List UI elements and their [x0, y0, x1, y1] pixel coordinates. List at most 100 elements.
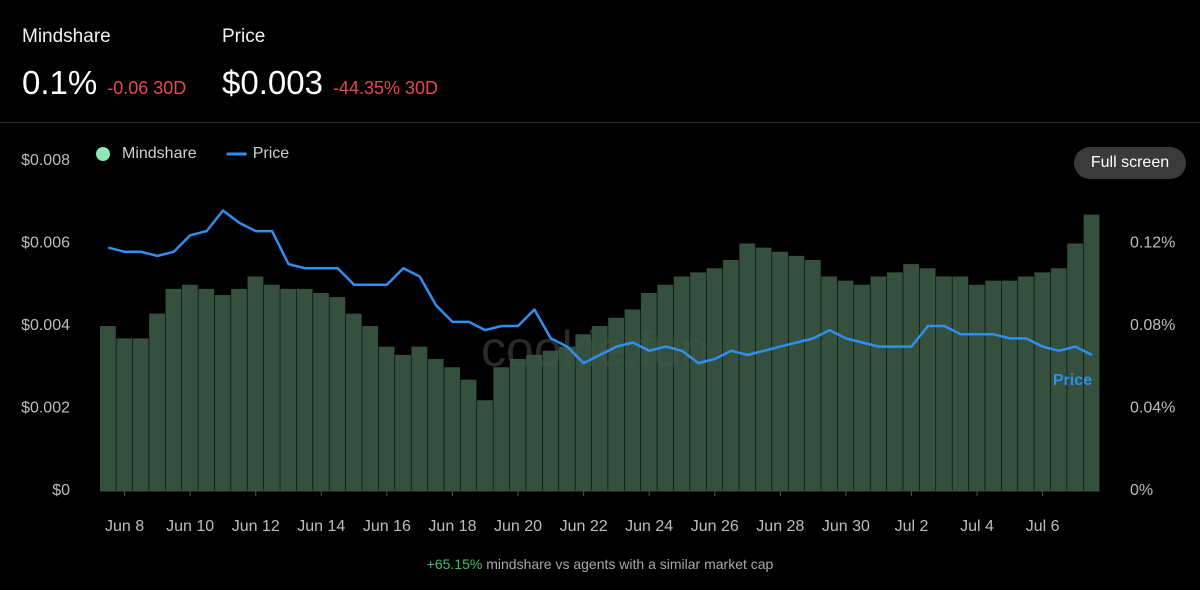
x-tick-label: Jul 2: [895, 518, 929, 535]
mindshare-bar: [345, 313, 362, 491]
mindshare-bar: [559, 346, 575, 491]
mindshare-bar: [772, 251, 788, 491]
x-tick-label: Jun 18: [428, 518, 476, 535]
footer-highlight: +65.15%: [426, 556, 483, 572]
x-tick-label: Jun 8: [105, 518, 144, 535]
mindshare-bar: [542, 350, 559, 491]
mindshare-bar: [788, 255, 805, 491]
header: Mindshare 0.1% -0.06 30D Price $0.003 -44.…: [0, 0, 1200, 123]
mindshare-bar: [214, 295, 231, 491]
mindshare-bar: [116, 338, 133, 491]
mindshare-bar: [886, 272, 903, 491]
x-tick-label: Jun 14: [297, 518, 345, 535]
mindshare-bar: [591, 326, 608, 491]
stat-value: 0.1%: [22, 64, 98, 101]
x-tick-label: Jun 10: [166, 518, 214, 535]
mindshare-bar: [854, 284, 870, 491]
mindshare-bar: [690, 272, 706, 491]
stat-label: Price: [222, 26, 266, 47]
mindshare-bar: [821, 276, 838, 491]
mindshare-bar: [624, 309, 641, 491]
mindshare-bar: [919, 268, 936, 491]
mindshare-stat: Mindshare 0.1% -0.06 30D: [22, 26, 186, 102]
mindshare-bar: [427, 359, 444, 491]
mindshare-bar: [640, 293, 657, 491]
full-screen-button[interactable]: Full screen: [1074, 147, 1186, 179]
y2-tick-label: 0.08%: [1130, 317, 1175, 334]
x-tick-label: Jun 20: [494, 518, 542, 535]
stat-label: Mindshare: [22, 26, 111, 47]
mindshare-bar: [132, 338, 149, 491]
mindshare-bar: [870, 276, 887, 491]
mindshare-bar: [657, 284, 674, 491]
mindshare-bar: [1083, 214, 1100, 491]
mindshare-bar: [411, 346, 428, 491]
y-tick-label: $0.004: [21, 317, 70, 334]
mindshare-bar: [165, 288, 182, 491]
mindshare-bar: [395, 354, 411, 491]
mindshare-bar: [460, 379, 477, 491]
mindshare-bar: [1050, 268, 1067, 491]
x-tick-label: Jun 16: [363, 518, 411, 535]
mindshare-bar: [739, 243, 756, 491]
legend-label: Price: [253, 145, 290, 162]
mindshare-bar: [755, 247, 772, 491]
mindshare-bar: [706, 268, 723, 491]
mindshare-bar: [493, 367, 510, 491]
x-tick-label: Jun 30: [822, 518, 870, 535]
y-tick-label: $0.002: [21, 400, 70, 417]
mindshare-bar: [968, 284, 985, 491]
mindshare-bar: [263, 284, 280, 491]
x-tick-label: Jul 6: [1026, 518, 1060, 535]
x-tick-label: Jun 28: [756, 518, 804, 535]
mindshare-bar: [1018, 276, 1034, 491]
footer-text: mindshare vs agents with a similar marke…: [486, 556, 774, 572]
mindshare-bar: [1067, 243, 1084, 491]
mindshare-bar: [296, 288, 313, 491]
mindshare-bar: [362, 326, 379, 491]
mindshare-bar: [313, 293, 329, 491]
mindshare-bar: [985, 280, 1002, 491]
mindshare-bar: [903, 264, 920, 491]
x-tick-label: Jun 26: [691, 518, 739, 535]
price-line: [107, 209, 1093, 365]
stat-change: -0.06 30D: [107, 78, 187, 98]
mindshare-bar: [149, 313, 165, 491]
x-tick-label: Jun 24: [625, 518, 673, 535]
mindshare-bar: [837, 280, 854, 491]
mindshare-bar: [1001, 280, 1018, 491]
mindshare-bar: [673, 276, 690, 491]
mindshare-bar: [608, 317, 624, 491]
mindshare-bar: [722, 260, 739, 491]
mindshare-bar: [329, 297, 346, 491]
mindshare-bar: [231, 288, 247, 491]
mindshare-bar: [100, 326, 116, 491]
y-tick-label: $0.006: [21, 235, 70, 252]
mindshare-bar: [477, 400, 493, 491]
mindshare-bar: [1034, 272, 1051, 491]
mindshare-bar: [280, 288, 297, 491]
mindshare-bar: [198, 288, 215, 491]
mindshare-bar: [378, 346, 395, 491]
mindshare-bar: [936, 276, 952, 491]
y2-tick-label: 0.04%: [1130, 400, 1175, 417]
y2-tick-label: 0.12%: [1130, 235, 1175, 252]
mindshare-bar: [444, 367, 461, 491]
mindshare-bar: [952, 276, 969, 491]
mindshare-bar: [526, 354, 543, 491]
mindshare-bar: [247, 276, 264, 491]
stat-change: -44.35% 30D: [332, 78, 439, 98]
mindshare-bar: [575, 334, 592, 491]
stat-value: $0.003: [222, 64, 323, 101]
legend-swatch: [96, 147, 110, 161]
y2-tick-label: 0%: [1130, 482, 1153, 499]
footer: +65.15% mindshare vs agents with a simil…: [0, 556, 1200, 572]
mindshare-bar: [509, 359, 526, 491]
y-tick-label: $0: [52, 482, 70, 499]
y-tick-label: $0.008: [21, 152, 70, 169]
line-annotation: Price: [1053, 372, 1092, 389]
x-tick-label: Jun 12: [232, 518, 280, 535]
legend-label: Mindshare: [122, 145, 197, 162]
x-tick-label: Jul 4: [960, 518, 994, 535]
mindshare-bar: [181, 284, 198, 491]
